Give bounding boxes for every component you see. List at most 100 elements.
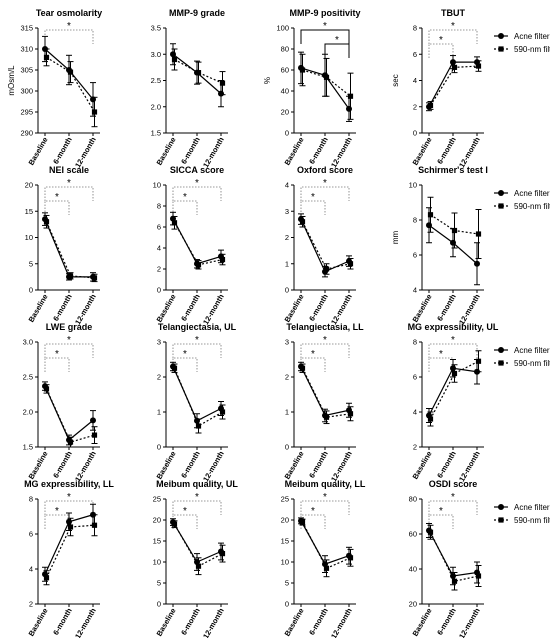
y-tick-label: 5 (157, 579, 161, 588)
y-tick-label: 10 (281, 558, 289, 567)
y-tick-label: 25 (153, 495, 161, 504)
y-tick-label: 1 (157, 408, 161, 417)
data-point (346, 105, 352, 112)
x-tick-label: Baseline (411, 450, 434, 481)
data-point (450, 365, 456, 372)
legend-marker (498, 190, 504, 196)
x-tick-label: 6-month (179, 449, 202, 479)
significance-label: * (323, 335, 327, 346)
y-tick-label: 10 (153, 181, 161, 190)
data-point (450, 239, 456, 246)
series-line (45, 221, 95, 279)
series-line (44, 385, 94, 441)
chart-panel: OSDI score 20 40 60 80 Baseline 6-month 12-mont… (409, 479, 550, 638)
data-point (347, 261, 354, 267)
y-tick-label: 6 (413, 50, 417, 59)
legend-label: Acne filter (514, 346, 550, 355)
significance-label: * (323, 178, 327, 189)
significance-label: * (55, 506, 59, 517)
y-tick-label: 15 (25, 207, 33, 216)
data-point (299, 519, 306, 525)
significance-label: * (67, 492, 71, 503)
y-tick-label: 2.5 (23, 373, 33, 382)
x-tick-label: Baseline (283, 293, 306, 324)
data-point (450, 573, 456, 579)
chart-title: TBUT (441, 8, 465, 18)
significance-label: * (439, 349, 443, 360)
x-tick-label: 12-month (329, 606, 354, 638)
significance-label: * (67, 335, 71, 346)
y-tick-label: 2 (285, 373, 289, 382)
significance-bracket (428, 29, 478, 44)
data-point (91, 432, 98, 438)
chart-title: Telangiectasia, LL (286, 322, 364, 332)
data-point (67, 69, 74, 75)
significance-bracket (172, 343, 222, 358)
y-tick-label: 1 (285, 259, 289, 268)
y-tick-label: 2 (157, 373, 161, 382)
data-point (427, 529, 434, 535)
y-axis-label: mOsm/L (7, 65, 16, 96)
x-tick-label: Baseline (155, 136, 178, 167)
y-tick-label: 10 (25, 233, 33, 242)
y-tick-label: 40 (409, 565, 417, 574)
significance-label: * (451, 335, 455, 346)
data-point (91, 109, 98, 115)
data-point (171, 220, 178, 226)
y-axis-label: % (263, 77, 272, 84)
y-tick-label: 0 (413, 129, 417, 138)
significance-label: * (183, 349, 187, 360)
x-tick-label: Baseline (155, 293, 178, 324)
x-tick-label: 6-month (307, 135, 330, 165)
y-tick-label: 305 (20, 66, 33, 75)
y-tick-label: 4 (157, 244, 161, 253)
significance-label: * (183, 506, 187, 517)
data-point (451, 578, 458, 584)
y-axis-label: mm (391, 231, 400, 245)
chart-panel: MMP-9 positivity 0 20 40 60 80 100% Baseline 6-m… (263, 8, 361, 169)
y-tick-label: 2 (413, 443, 417, 452)
legend-label: 590-nm filter (514, 516, 550, 525)
legend-marker (498, 517, 504, 523)
x-tick-label: 12-month (457, 606, 482, 638)
data-point (67, 273, 74, 279)
data-point (475, 358, 482, 364)
y-tick-label: 3 (157, 338, 161, 347)
y-tick-label: 2 (413, 102, 417, 111)
y-tick-label: 4 (413, 408, 417, 417)
y-tick-label: 300 (20, 87, 33, 96)
y-tick-label: 15 (281, 537, 289, 546)
data-point (323, 414, 330, 420)
significance-bracket (172, 200, 198, 215)
data-point (451, 64, 458, 70)
y-tick-label: 290 (20, 129, 33, 138)
data-point (427, 212, 434, 218)
significance-label: * (55, 349, 59, 360)
legend-label: 590-nm filter (514, 359, 550, 368)
y-tick-label: 0 (285, 443, 289, 452)
x-tick-label: 6-month (435, 606, 458, 636)
data-point (426, 222, 432, 229)
x-tick-label: Baseline (27, 450, 50, 481)
data-point (43, 386, 50, 392)
y-tick-label: 60 (281, 66, 289, 75)
y-tick-label: 2.0 (23, 408, 33, 417)
data-point (451, 227, 458, 234)
y-tick-label: 0 (157, 286, 161, 295)
series-line (173, 368, 223, 427)
y-tick-label: 6 (29, 530, 33, 539)
x-tick-label: Baseline (283, 450, 306, 481)
significance-bracket (428, 500, 478, 515)
y-tick-label: 5 (285, 579, 289, 588)
legend-marker (498, 347, 504, 353)
y-tick-label: 295 (20, 108, 33, 117)
chart-title: MG expressibility, LL (24, 479, 114, 489)
series-line (45, 388, 95, 443)
y-tick-label: 0 (157, 600, 161, 609)
chart-panel: Tear osmolarity 290 295 300 305 310 315 mOsm/L B… (7, 8, 102, 169)
y-tick-label: 2 (29, 600, 33, 609)
data-point (91, 522, 98, 528)
data-point (323, 565, 330, 571)
chart-title: MMP-9 grade (169, 8, 225, 18)
